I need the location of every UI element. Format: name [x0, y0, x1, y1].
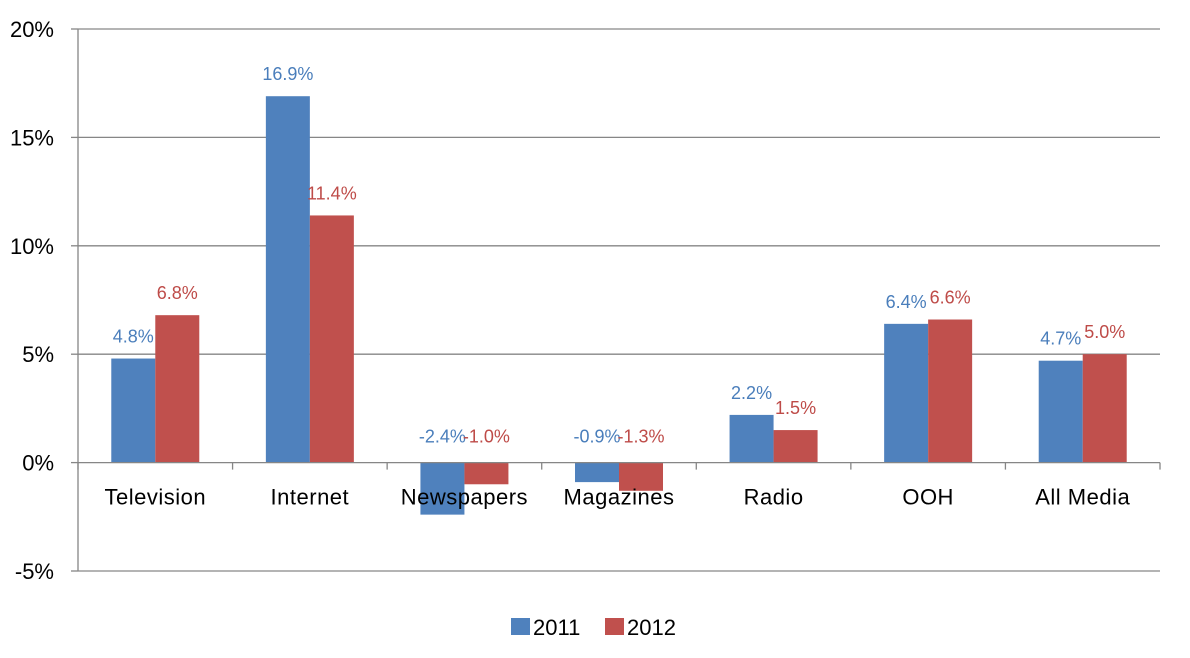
x-category-label: OOH: [902, 485, 954, 510]
bar-2012-ooh: [928, 319, 973, 463]
bar-2012-newspapers: [464, 462, 509, 485]
bar-2012-all-media: [1082, 354, 1127, 463]
legend-swatch-2011: [511, 618, 530, 635]
data-label: 4.7%: [1040, 329, 1081, 349]
data-label: 6.4%: [886, 292, 927, 312]
bar-2011-television: [111, 358, 156, 463]
bar-2011-all-media: [1038, 360, 1083, 463]
y-tick-label: -5%: [15, 559, 54, 584]
y-tick-label: 20%: [10, 17, 54, 42]
x-category-label: Newspapers: [401, 485, 528, 510]
data-label: -1.3%: [617, 427, 664, 447]
legend: 2011 2012: [511, 615, 676, 640]
data-label: -2.4%: [419, 427, 466, 447]
data-label: 6.6%: [930, 288, 971, 308]
legend-label-2011: 2011: [533, 615, 580, 640]
gridlines: [78, 28, 1160, 572]
bar-2011-radio: [729, 414, 774, 463]
bars: [111, 96, 1127, 515]
y-tick-label: 5%: [22, 342, 54, 367]
bar-2012-internet: [309, 215, 354, 463]
data-labels: 4.8% 16.9% -2.4% -0.9% 2.2% 6.4% 4.7% 6.8% 11.4%…: [113, 64, 1125, 446]
data-label: 2.2%: [731, 383, 772, 403]
bar-2011-internet: [265, 96, 310, 463]
legend-label-2012: 2012: [627, 615, 676, 640]
x-category-label: All Media: [1035, 485, 1130, 510]
x-axis: Television Internet Newspapers Magazines Rad…: [77, 461, 1161, 510]
data-label: 5.0%: [1084, 322, 1125, 342]
x-category-label: Internet: [271, 485, 350, 510]
data-label: 4.8%: [113, 327, 154, 347]
data-label: 1.5%: [775, 398, 816, 418]
data-label: 11.4%: [307, 183, 357, 203]
bar-2012-radio: [773, 430, 818, 463]
x-category-label: Magazines: [564, 485, 675, 510]
bar-2011-magazines: [575, 462, 619, 483]
bar-2011-ooh: [884, 323, 929, 463]
y-tick-label: 15%: [10, 125, 54, 150]
data-label: -1.0%: [463, 427, 510, 447]
bar-2012-television: [155, 315, 200, 463]
x-category-label: Radio: [744, 485, 804, 510]
y-tick-label: 0%: [22, 451, 54, 476]
y-tick-label: 10%: [10, 234, 54, 259]
bar-2012-magazines: [619, 462, 663, 491]
data-label: 6.8%: [157, 283, 198, 303]
legend-swatch-2012: [605, 618, 624, 635]
x-category-label: Television: [104, 485, 206, 510]
data-label: 16.9%: [262, 64, 313, 84]
bar-2011-newspapers: [420, 462, 465, 515]
data-label: -0.9%: [573, 427, 620, 447]
y-axis: 20% 15% 10% 5% 0% -5%: [10, 17, 79, 584]
